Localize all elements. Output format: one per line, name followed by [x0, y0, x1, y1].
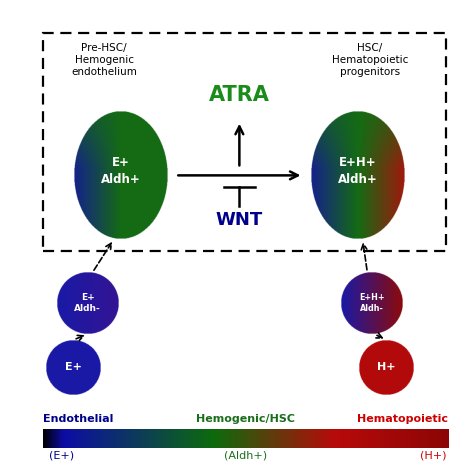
Text: WNT: WNT [216, 211, 263, 229]
Text: H+: H+ [377, 362, 396, 373]
Text: E+
Aldh+: E+ Aldh+ [101, 155, 141, 186]
Text: (H+): (H+) [420, 450, 447, 460]
Text: Pre-HSC/
Hemogenic
endothelium: Pre-HSC/ Hemogenic endothelium [72, 43, 137, 77]
Text: Hematopoietic: Hematopoietic [357, 414, 448, 424]
Text: (E+): (E+) [49, 450, 74, 460]
Text: E+: E+ [65, 362, 82, 373]
Text: E+
Aldh-: E+ Aldh- [74, 293, 101, 313]
Text: HSC/
Hematopoietic
progenitors: HSC/ Hematopoietic progenitors [331, 43, 408, 77]
Text: Endothelial: Endothelial [43, 414, 113, 424]
Text: Hemogenic/HSC: Hemogenic/HSC [196, 414, 295, 424]
Text: E+H+
Aldh+: E+H+ Aldh+ [338, 155, 378, 186]
Text: ATRA: ATRA [209, 85, 270, 105]
Text: (Aldh+): (Aldh+) [224, 450, 267, 460]
Text: E+H+
Aldh-: E+H+ Aldh- [359, 293, 385, 313]
Bar [43, 33, 446, 251]
